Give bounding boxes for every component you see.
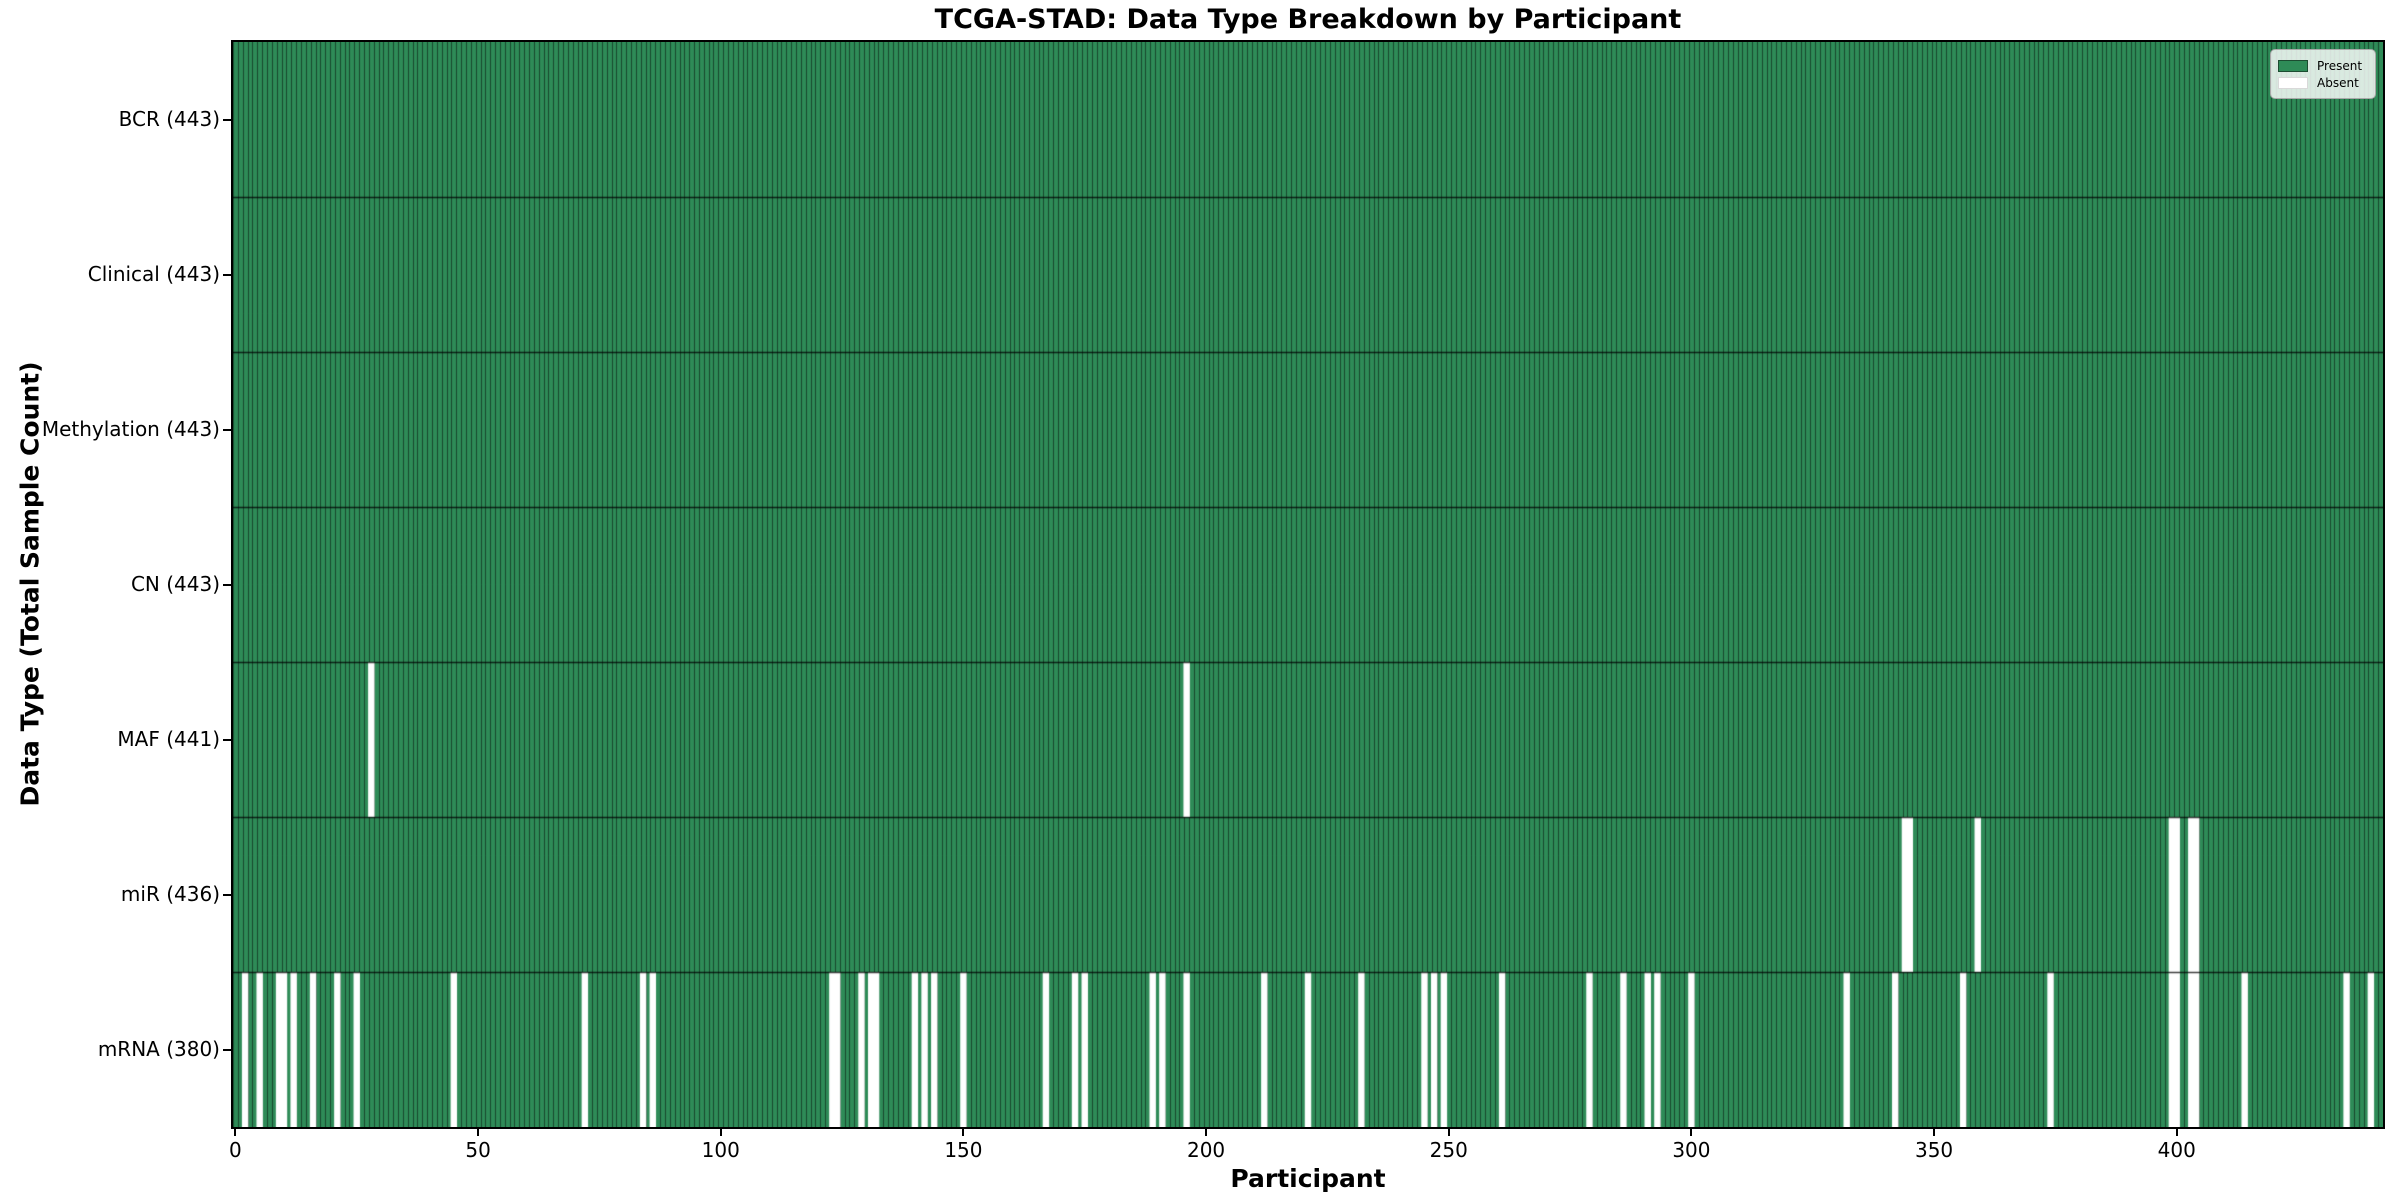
y-tick-label-CN: CN (443) <box>130 571 220 596</box>
x-tick-mark <box>2175 1127 2178 1136</box>
legend: Present Absent <box>2270 49 2376 99</box>
y-tick-mark <box>223 583 231 586</box>
x-tick-mark <box>1933 1127 1936 1136</box>
y-tick-label-miR: miR (436) <box>120 881 220 906</box>
x-tick-mark <box>1205 1127 1208 1136</box>
x-tick-label-400: 400 <box>2157 1138 2196 1162</box>
x-tick-mark <box>1447 1127 1450 1136</box>
plot-title: TCGA-STAD: Data Type Breakdown by Partic… <box>934 4 1682 35</box>
legend-entry-present: Present <box>2278 57 2367 74</box>
x-tick-mark <box>719 1127 722 1136</box>
y-tick-mark <box>223 738 231 741</box>
x-tick-label-250: 250 <box>1429 1138 1468 1162</box>
legend-label: Present <box>2317 58 2363 73</box>
x-tick-label-350: 350 <box>1914 1138 1954 1162</box>
x-tick-mark <box>962 1127 965 1136</box>
x-tick-mark <box>234 1127 237 1136</box>
absent-swatch-icon <box>2278 76 2308 89</box>
y-tick-mark <box>223 428 231 431</box>
x-tick-label-200: 200 <box>1186 1138 1226 1162</box>
x-tick-label-0: 0 <box>229 1138 242 1162</box>
x-tick-mark <box>477 1127 480 1136</box>
x-tick-label-150: 150 <box>944 1138 983 1162</box>
x-tick-mark <box>1690 1127 1693 1136</box>
legend-entry-absent: Absent <box>2278 74 2367 91</box>
y-tick-label-Methylation: Methylation (443) <box>41 416 220 441</box>
y-tick-mark <box>223 273 231 276</box>
y-tick-label-Clinical: Clinical (443) <box>87 261 220 286</box>
present-swatch-icon <box>2278 59 2308 72</box>
y-tick-label-MAF: MAF (441) <box>117 726 220 751</box>
y-tick-label-mRNA: mRNA (380) <box>97 1036 220 1061</box>
x-tick-label-100: 100 <box>701 1138 740 1162</box>
x-tick-label-300: 300 <box>1672 1138 1711 1162</box>
y-tick-label-BCR: BCR (443) <box>118 106 220 131</box>
x-axis-label: Participant <box>1230 1164 1386 1193</box>
heatmap-canvas <box>233 42 2383 1127</box>
y-tick-mark <box>223 118 231 121</box>
y-tick-mark <box>223 1048 231 1051</box>
y-tick-mark <box>223 893 231 896</box>
x-tick-label-50: 50 <box>465 1138 491 1162</box>
legend-label: Absent <box>2317 75 2359 90</box>
